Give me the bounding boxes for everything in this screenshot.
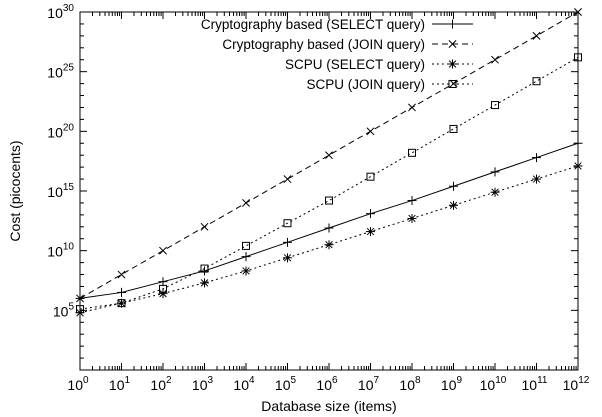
series-2-point xyxy=(408,103,416,112)
series-1-point xyxy=(283,237,292,247)
series-3-point xyxy=(366,227,375,237)
series-4-point xyxy=(159,284,167,293)
y-tick-label: 1025 xyxy=(47,63,74,81)
series-4-point xyxy=(76,305,84,314)
x-tick-label: 109 xyxy=(441,375,463,393)
x-axis: 100 101 102 103 104 105 106 107 108 109 1010 1011 10… xyxy=(67,12,590,393)
x-tick-label: 1010 xyxy=(480,375,507,393)
series-line-4 xyxy=(79,56,579,310)
x-tick-label: 1012 xyxy=(563,375,590,393)
series-2-point xyxy=(574,8,582,16)
series-4-point xyxy=(574,53,582,62)
series-2-point xyxy=(200,222,209,231)
series-1-point xyxy=(490,167,500,177)
x-tick-label: 107 xyxy=(358,375,380,393)
series-1-point xyxy=(573,138,583,148)
legend-label: Cryptography based (JOIN query) xyxy=(222,37,425,52)
series-2-point xyxy=(159,246,167,255)
series-4-point xyxy=(283,219,292,228)
x-axis-title: Database size (items) xyxy=(261,398,396,414)
series-2-point xyxy=(117,270,126,279)
legend-marker xyxy=(448,19,457,29)
series-2-point xyxy=(242,198,250,207)
legend-label: Cryptography based (SELECT query) xyxy=(201,17,425,32)
x-tick-label: 108 xyxy=(399,375,421,393)
series-2-point xyxy=(491,55,499,64)
series-4-point xyxy=(325,196,333,205)
y-tick-label: 1010 xyxy=(47,242,74,260)
series-4-point xyxy=(491,101,499,110)
series-3-point xyxy=(200,278,209,288)
x-tick-label: 104 xyxy=(233,375,255,393)
series-3-point xyxy=(573,161,583,171)
series-line-1 xyxy=(79,142,579,299)
series-4-point xyxy=(242,241,250,250)
series-4-point xyxy=(408,148,416,157)
x-tick-label: 103 xyxy=(192,375,214,393)
x-tick-label: 105 xyxy=(275,375,297,393)
y-tick-label: 105 xyxy=(53,301,75,319)
series-1-point xyxy=(241,252,251,262)
series-1-point xyxy=(407,196,417,206)
series-2-point xyxy=(283,175,292,184)
series-2-point xyxy=(366,127,375,136)
x-tick-label: 106 xyxy=(316,375,338,393)
series-3-point xyxy=(283,253,292,263)
series-4-point xyxy=(532,77,541,86)
series-1-point xyxy=(324,223,334,233)
series-3-point xyxy=(449,200,458,210)
series-2-point xyxy=(76,294,84,303)
series-4-point xyxy=(200,264,209,273)
series-4-point xyxy=(366,172,375,181)
legend-label: SCPU (SELECT query) xyxy=(285,57,425,72)
x-tick-label: 101 xyxy=(109,375,131,393)
series-3-point xyxy=(241,266,251,276)
series-3-point xyxy=(324,240,334,250)
series-4-point xyxy=(117,299,126,308)
y-axis-title: Cost (picocents) xyxy=(7,140,23,241)
x-tick-label: 1011 xyxy=(522,375,548,393)
legend-marker xyxy=(448,59,457,69)
series-1-point xyxy=(158,277,168,287)
series-1-point xyxy=(449,181,458,191)
series-line-3 xyxy=(79,165,579,314)
series-1-point xyxy=(532,153,541,163)
legend-marker xyxy=(448,80,457,88)
legend-marker xyxy=(448,40,457,48)
series-4-point xyxy=(449,124,458,133)
x-tick-label: 102 xyxy=(150,375,172,393)
series-3-point xyxy=(407,213,417,223)
series-layer xyxy=(75,8,583,318)
legend-label: SCPU (JOIN query) xyxy=(306,77,425,92)
y-tick-label: 1015 xyxy=(47,182,74,200)
series-1-point xyxy=(117,287,126,297)
legend: Cryptography based (SELECT query) Cryptog… xyxy=(201,17,473,92)
y-tick-label: 1020 xyxy=(47,122,74,140)
series-3-point xyxy=(158,289,168,299)
x-tick-label: 100 xyxy=(67,375,89,393)
series-3-point xyxy=(490,187,500,197)
series-2-point xyxy=(532,31,541,40)
series-3-point xyxy=(532,174,541,184)
y-tick-label: 1030 xyxy=(47,3,74,21)
series-2-point xyxy=(325,151,333,160)
y-axis: 105 1010 1015 1020 1025 1030 xyxy=(47,3,578,371)
series-1-point xyxy=(366,209,375,219)
